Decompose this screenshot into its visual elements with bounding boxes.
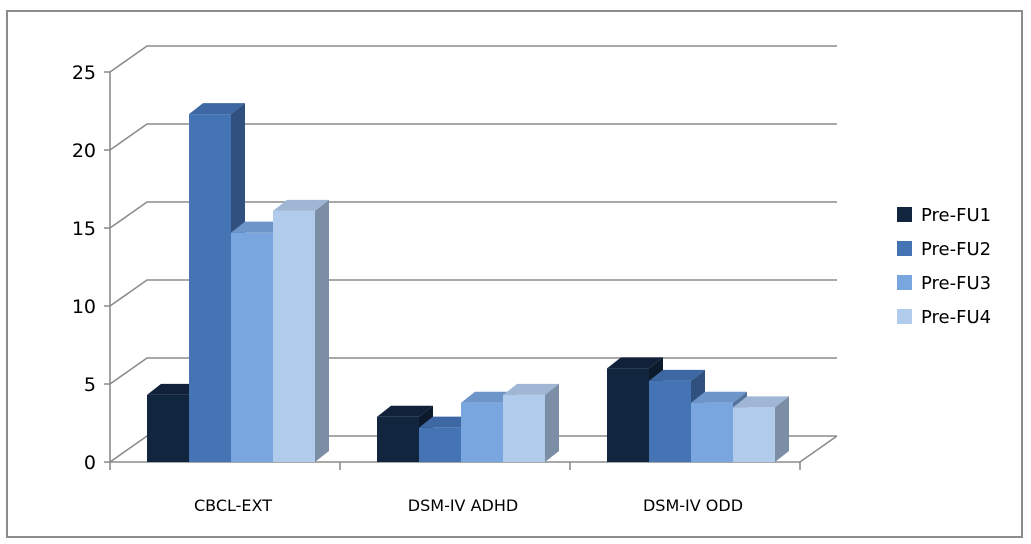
- legend-entry: Pre-FU3: [897, 273, 991, 294]
- bar-front: [691, 402, 733, 462]
- legend-entry: Pre-FU2: [897, 239, 991, 260]
- bar-front: [273, 210, 315, 462]
- legend-swatch: [897, 241, 912, 256]
- x-tick-label: CBCL-EXT: [194, 496, 272, 515]
- legend-swatch: [897, 275, 912, 290]
- bar-top: [691, 391, 747, 403]
- legend-label: Pre-FU1: [921, 205, 991, 226]
- bar: [273, 199, 329, 462]
- bar: [503, 383, 559, 462]
- bar-top: [503, 383, 559, 395]
- gridline: [104, 123, 837, 151]
- bar: [733, 396, 789, 462]
- x-tick-label: DSM-IV ADHD: [408, 496, 518, 515]
- bar-front: [231, 232, 273, 462]
- bar-front: [419, 427, 461, 462]
- bar-front: [147, 394, 189, 462]
- y-tick-label: 5: [84, 374, 96, 396]
- gridline: [104, 201, 837, 229]
- axes: [109, 72, 838, 470]
- bar-top: [607, 357, 663, 369]
- bar-front: [607, 368, 649, 462]
- y-tick-label: 20: [72, 140, 96, 162]
- bar-front: [461, 402, 503, 462]
- bar-top: [377, 405, 433, 417]
- bars: [147, 103, 789, 463]
- bar-front: [649, 380, 691, 462]
- bar-top: [733, 396, 789, 408]
- bar: [649, 369, 705, 462]
- bar-side: [315, 199, 329, 462]
- bar-top: [273, 199, 329, 211]
- legend-entry: Pre-FU1: [897, 205, 991, 226]
- x-tick-label: DSM-IV ODD: [643, 496, 743, 515]
- bar-front: [503, 394, 545, 462]
- legend-label: Pre-FU3: [921, 273, 991, 294]
- y-tick-labels: 0 5 10 15 20 25: [72, 62, 96, 474]
- legend-label: Pre-FU2: [921, 239, 991, 260]
- y-tick-label: 15: [72, 218, 96, 240]
- legend-swatch: [897, 207, 912, 222]
- y-tick-label: 0: [84, 452, 96, 474]
- legend: Pre-FU1 Pre-FU2 Pre-FU3 Pre-FU4: [897, 205, 991, 328]
- legend-entry: Pre-FU4: [897, 307, 991, 328]
- bar-front: [189, 114, 231, 463]
- bar-side: [775, 396, 789, 462]
- y-tick-label: 25: [72, 62, 96, 84]
- bar-front: [733, 407, 775, 462]
- bar-top: [189, 103, 245, 115]
- x-tick-labels: CBCL-EXT DSM-IV ADHD DSM-IV ODD: [194, 496, 743, 515]
- legend-swatch: [897, 309, 912, 324]
- gridline: [104, 357, 837, 385]
- legend-label: Pre-FU4: [921, 307, 991, 328]
- gridline: [104, 279, 837, 307]
- y-tick-label: 10: [72, 296, 96, 318]
- bar-side: [545, 383, 559, 462]
- bar-front: [377, 416, 419, 462]
- gridline: [104, 45, 837, 73]
- bar-top: [649, 369, 705, 381]
